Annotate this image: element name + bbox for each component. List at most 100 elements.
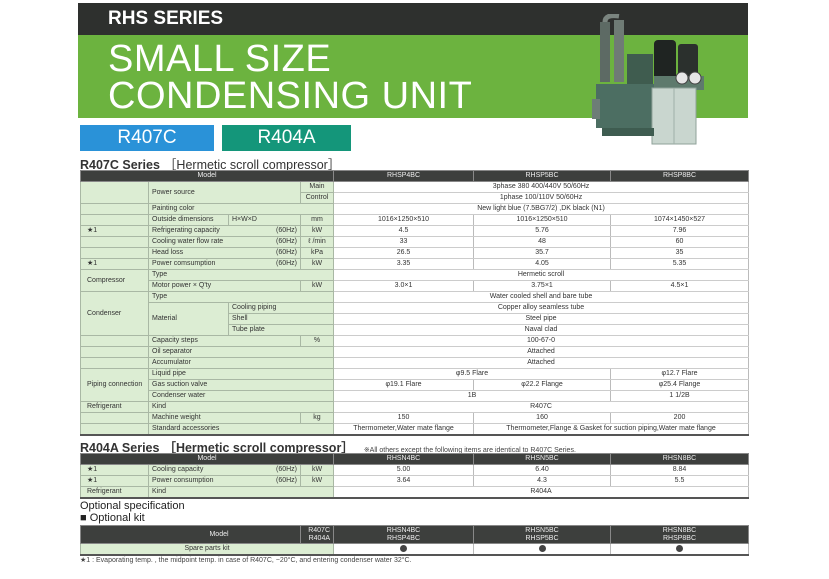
cell: 3.0×1	[333, 280, 475, 292]
page-title-line2: CONDENSING UNIT	[108, 75, 473, 117]
cell: 26.5	[333, 247, 475, 259]
table-row: Cooling water flow rate (60Hz) ℓ /min 33 …	[80, 236, 750, 248]
optional-spec-heading: Optional specification	[80, 500, 185, 512]
row-label: Condenser water	[147, 390, 335, 402]
available-dot-icon	[400, 544, 408, 552]
row-label: Outside dimensions	[148, 214, 229, 226]
row-label: Kind	[147, 486, 335, 499]
row-sublabel: Shell	[227, 313, 335, 325]
cell: Steel pipe	[333, 313, 750, 325]
freq: (60Hz)	[275, 238, 297, 245]
cell: 1016×1250×510	[333, 214, 475, 226]
cell: 4.5	[333, 225, 475, 237]
model-col: RHSP4BC	[333, 170, 475, 182]
row-label: Head loss	[152, 249, 184, 256]
star-mark: ★1	[80, 475, 149, 487]
table-row: Capacity steps % 100-67-0	[80, 335, 750, 347]
cell: 1016×1250×510	[473, 214, 612, 226]
table-row: Oil separator Attached	[80, 346, 750, 358]
cell: 60	[610, 236, 750, 248]
star-mark: ★1	[80, 464, 149, 476]
model-col: RHSN5BC	[525, 526, 559, 534]
table-row: ★1 Power consumption (60Hz) kW 3.64 4.3 5…	[80, 475, 750, 487]
table-row: Gas suction valve φ19.1 Flare φ22.2 Flan…	[81, 379, 750, 391]
model-col: RHSN8BC	[662, 526, 697, 534]
row-unit: kW	[299, 464, 335, 476]
tag-r404a: R404A	[222, 125, 351, 151]
r407c-title: R407C Series	[80, 158, 160, 172]
table-row: Condenser water 1B 1 1/2B	[81, 390, 750, 402]
r407c-spec-table: Model RHSP4BC RHSP5BC RHSP8BC Power sour…	[79, 170, 750, 436]
row-unit: kW	[299, 280, 335, 292]
cell: Water cooled shell and bare tube	[333, 291, 750, 303]
table-row: Power source Main 3phase 380 400/440V 50…	[80, 181, 750, 204]
pipe	[600, 22, 610, 82]
model-col: RHSP8BC	[610, 170, 750, 182]
cell: 1B	[333, 390, 612, 402]
r404a-section-title: R404A Series ［Hermetic scroll compressor］…	[80, 437, 576, 456]
r407c-section-title: R407C Series ［Hermetic scroll compressor］	[80, 154, 340, 173]
model-col: RHSP5BC	[473, 170, 612, 182]
row-unit: kW	[299, 225, 335, 237]
cell: φ12.7 Flare	[610, 368, 750, 380]
table-header: Model RHSN4BC RHSN5BC RHSN8BC	[79, 453, 750, 465]
model-col: RHSN4BC	[386, 526, 421, 534]
cell: φ22.2 Flange	[473, 379, 612, 391]
cell: R407C	[333, 401, 750, 413]
model-col: RHSN5BC	[473, 453, 612, 465]
row-unit: Main	[299, 181, 335, 193]
cell: 35.7	[473, 247, 612, 259]
cell: Attached	[333, 346, 750, 358]
cell: Thermometer,Water mate flange	[333, 423, 475, 436]
table-row: Condenser Type Water cooled shell and ba…	[80, 291, 750, 336]
model-col: RHSP5BC	[525, 534, 559, 542]
cell: 5.35	[610, 258, 750, 270]
table-row: Spare parts kit	[79, 543, 750, 556]
cell: 4.3	[473, 475, 612, 487]
optional-kit-table: Model R407C R404A RHSN4BC RHSP4BC RHSN5BC R…	[79, 525, 750, 556]
row-label: Motor power × Q'ty	[148, 280, 301, 292]
freq: (60Hz)	[275, 260, 297, 267]
row-label: Liquid pipe	[147, 368, 335, 380]
row-sublabel: Cooling piping	[227, 302, 335, 314]
group-label: Piping connection	[80, 368, 149, 402]
cell: 3phase 380 400/440V 50/60Hz	[333, 181, 750, 193]
table-row: Machine weight kg 150 160 200	[80, 412, 750, 424]
row-label: Material	[148, 302, 229, 336]
row-label: Standard accessories	[147, 423, 335, 436]
group-label: Condenser	[80, 291, 149, 336]
row-unit: kg	[299, 412, 335, 424]
tag-r407c: R407C	[80, 125, 214, 151]
cell: 3.64	[333, 475, 475, 487]
cell: 3.35	[333, 258, 475, 270]
row-label: Type	[147, 291, 335, 303]
row-label: Kind	[147, 401, 335, 413]
row-unit: kPa	[299, 247, 335, 259]
model-header: Model	[79, 170, 335, 182]
row-label: Cooling capacity	[152, 466, 204, 473]
table-row: Motor power × Q'ty kW 3.0×1 3.75×1 4.5×1	[81, 280, 750, 292]
table-row: Painting color New light blue (7.5BG7/2)…	[80, 203, 750, 215]
cell: 4.5×1	[610, 280, 750, 292]
freq: (60Hz)	[275, 249, 297, 256]
cell: R404A	[333, 486, 750, 499]
row-label: Power comsumption	[152, 260, 216, 267]
cell: 160	[473, 412, 612, 424]
row-label: Power source	[148, 181, 301, 204]
cell: 1074×1450×527	[610, 214, 750, 226]
model-col: RHSP8BC	[662, 534, 697, 542]
pipe	[614, 20, 624, 82]
row-sublabel: Tube plate	[227, 324, 335, 336]
cell: φ19.1 Flare	[333, 379, 475, 391]
freq: (60Hz)	[275, 477, 297, 484]
row-unit: Control	[299, 192, 335, 204]
group-label: Refrigerant	[80, 401, 149, 413]
model-header: Model	[79, 453, 335, 465]
table-row: Standard accessories Thermometer,Water m…	[80, 423, 750, 436]
cell: 8.84	[610, 464, 750, 476]
cell: 4.05	[473, 258, 612, 270]
r404a-title: R404A Series	[80, 441, 160, 455]
cell: 35	[610, 247, 750, 259]
row-sublabel: H×W×D	[228, 214, 301, 226]
r404a-spec-table: Model RHSN4BC RHSN5BC RHSN8BC ★1 Cooling…	[79, 453, 750, 499]
